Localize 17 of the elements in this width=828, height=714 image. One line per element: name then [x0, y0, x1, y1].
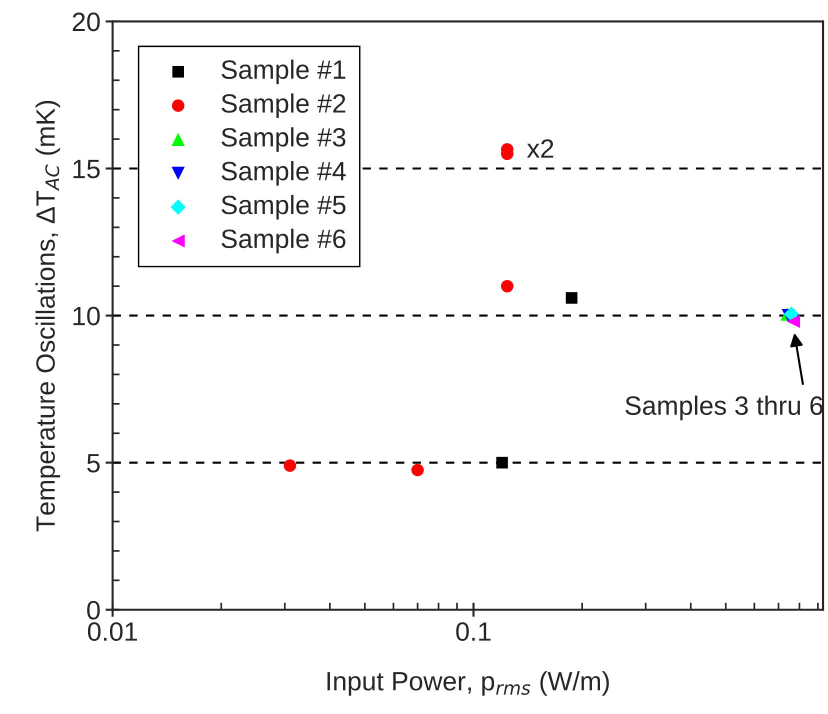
y-tick-label: 15 — [73, 160, 100, 178]
legend-label: Sample #3 — [222, 127, 346, 152]
legend-label: Sample #4 — [222, 161, 346, 186]
x-tick-label: 0.01 — [88, 622, 138, 641]
legend-label: Sample #5 — [222, 194, 346, 220]
legend-label: Sample #2 — [222, 93, 346, 118]
y-axis-title: Temperature Oscillations, ΔT$_{AC}$ (mK) — [36, 100, 60, 532]
y-tick-label: 5 — [87, 454, 100, 472]
y-tick-label: 20 — [72, 12, 100, 32]
y-tick-label: 10 — [73, 306, 100, 326]
y-tick-label: 0 — [87, 600, 100, 620]
annotation: Samples 3 thru 6 — [625, 396, 823, 420]
annotation: x2 — [526, 139, 554, 158]
legend-label: Sample #1 — [222, 60, 346, 84]
x-tick-label: 0.1 — [456, 622, 491, 641]
x-axis-title: Input Power, p$_{rms}$ (W/m) — [327, 671, 609, 696]
legend-label: Sample #6 — [222, 228, 346, 254]
